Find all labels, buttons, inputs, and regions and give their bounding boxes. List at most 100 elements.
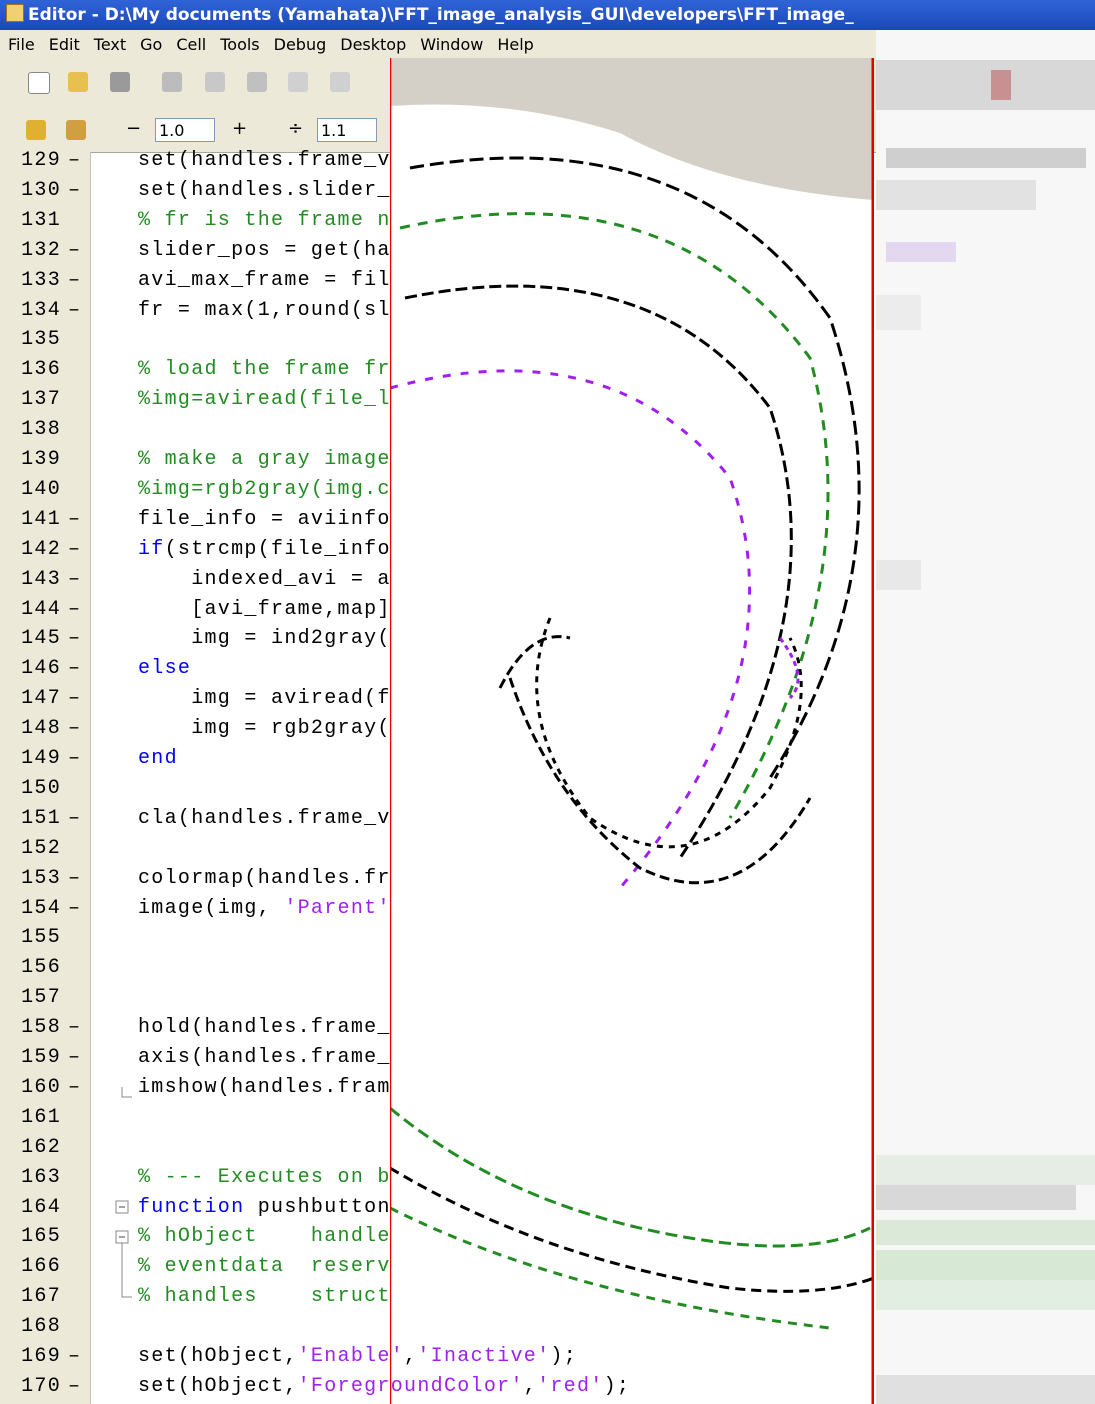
menu-item[interactable]: Go [140,35,162,54]
breakpoint-marker[interactable]: – [68,1043,81,1073]
code-line: 140%img=rgb2gray(img.c [0,475,1095,505]
paste-icon[interactable] [247,72,267,92]
breakpoint-marker[interactable]: – [68,1013,81,1043]
code-text: image(img, 'Parent' [138,894,391,924]
code-line: 132–slider_pos = get(ha [0,236,1095,266]
line-number: 157 [1,983,61,1013]
menu-item[interactable]: Edit [49,35,80,54]
code-line: 133–avi_max_frame = fil [0,266,1095,296]
undo-icon[interactable] [288,72,308,92]
code-token: set(handles.frame_v [138,149,391,172]
line-number: 167 [1,1282,61,1312]
menu-item[interactable]: Tools [220,35,259,54]
menu-item[interactable]: Desktop [340,35,406,54]
line-number: 164 [1,1193,61,1223]
breakpoint-marker[interactable]: – [68,595,81,625]
code-line: 142–if(strcmp(file_info [0,535,1095,565]
cell-icon[interactable] [66,120,86,140]
code-token: % load the frame fr [138,358,391,381]
code-line: 148– img = rgb2gray( [0,714,1095,744]
open-icon[interactable] [68,72,88,92]
code-text: hold(handles.frame_ [138,1013,391,1043]
breakpoint-marker[interactable]: – [68,654,81,684]
breakpoint-marker[interactable]: – [68,146,81,176]
window-title: Editor - D:\My documents (Yamahata)\FFT_… [28,5,854,25]
breakpoint-marker[interactable]: – [68,744,81,774]
code-token: [avi_frame,map] [138,598,391,621]
code-token: % make a gray image [138,448,391,471]
breakpoint-marker[interactable]: – [68,236,81,266]
code-token: set(hObject, [138,1375,298,1398]
code-text: else [138,654,191,684]
breakpoint-marker[interactable]: – [68,684,81,714]
line-number: 153 [1,864,61,894]
line-number: 152 [1,834,61,864]
breakpoint-marker[interactable]: – [68,535,81,565]
menu-item[interactable]: Help [497,35,533,54]
code-line: 139 % make a gray image [0,445,1095,475]
code-text: fr = max(1,round(sl [138,296,391,326]
line-number: 139 [1,445,61,475]
blurred-icon [991,70,1011,100]
breakpoint-marker[interactable]: – [68,176,81,206]
breakpoint-marker[interactable]: – [68,1073,81,1103]
line-number: 163 [1,1163,61,1193]
code-line: 130–set(handles.slider_ [0,176,1095,206]
code-line: 134– fr = max(1,round(sl [0,296,1095,326]
code-text: %img=rgb2gray(img.c [138,475,391,505]
line-number: 134 [1,296,61,326]
code-line: 150 [0,774,1095,804]
code-line: 141–file_info = aviinfo [0,505,1095,535]
code-token: file_info = aviinfo [138,508,391,531]
menu-item[interactable]: Text [94,35,126,54]
save-icon[interactable] [110,72,130,92]
copy-icon[interactable] [205,72,225,92]
menu-item[interactable]: File [8,35,35,54]
breakpoint-marker[interactable]: – [68,714,81,744]
breakpoint-marker[interactable]: – [68,505,81,535]
menu-item[interactable]: Debug [274,35,327,54]
line-number: 142 [1,535,61,565]
breakpoint-marker[interactable]: – [68,1342,81,1372]
line-number: 131 [1,206,61,236]
line-number: 170 [1,1372,61,1402]
code-text: % eventdata reserv [138,1252,391,1282]
factor-field[interactable]: 1.1 [317,118,377,142]
line-number: 132 [1,236,61,266]
breakpoint-marker[interactable]: – [68,296,81,326]
code-text: % load the frame fr [138,355,391,385]
code-token: 'Inactive' [417,1345,550,1368]
code-text: % fr is the frame n [138,206,391,236]
line-number: 135 [1,325,61,355]
breakpoint-marker[interactable]: – [68,266,81,296]
code-line: 162 [0,1133,1095,1163]
breakpoint-marker[interactable]: – [68,565,81,595]
breakpoint-marker[interactable]: – [68,894,81,924]
increment-button[interactable]: + [232,118,247,139]
divide-button[interactable]: ÷ [288,118,303,139]
code-text: [avi_frame,map] [138,595,391,625]
decrement-button[interactable]: − [126,118,141,139]
page: Editor - D:\My documents (Yamahata)\FFT_… [0,0,1095,1404]
blurred-toolbar [876,60,1095,110]
code-line: 138 [0,415,1095,445]
code-line: 153–colormap(handles.fr [0,864,1095,894]
cell-icon[interactable] [26,120,46,140]
breakpoint-marker[interactable]: – [68,624,81,654]
breakpoint-marker[interactable]: – [68,1372,81,1402]
breakpoint-marker[interactable]: – [68,804,81,834]
code-token: (strcmp(file_info [165,538,391,561]
new-file-icon[interactable] [28,72,50,94]
menu-item[interactable]: Cell [176,35,206,54]
code-token: , [524,1375,537,1398]
menu-item[interactable]: Window [420,35,483,54]
line-number: 156 [1,953,61,983]
increment-field[interactable]: 1.0 [155,118,215,142]
app-icon [6,4,24,22]
cut-icon[interactable] [162,72,182,92]
redo-icon[interactable] [330,72,350,92]
line-number: 145 [1,624,61,654]
code-text: % hObject handle [138,1222,391,1252]
breakpoint-marker[interactable]: – [68,864,81,894]
